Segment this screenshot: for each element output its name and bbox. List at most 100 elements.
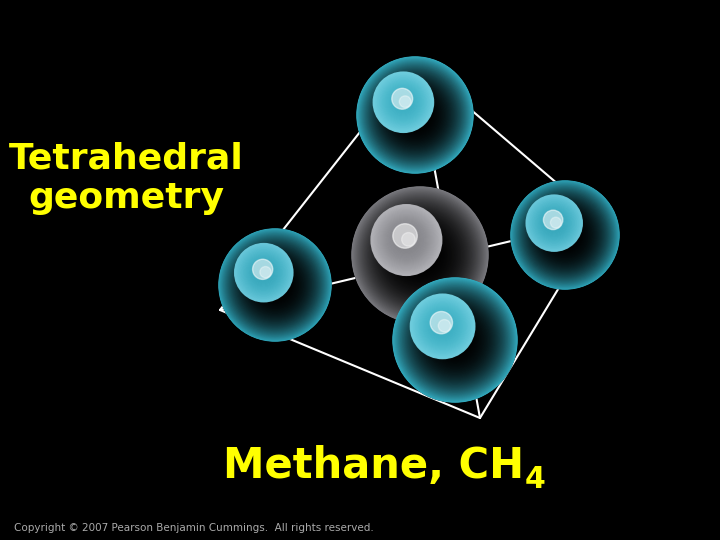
- Circle shape: [221, 231, 329, 339]
- Circle shape: [358, 58, 472, 172]
- Circle shape: [438, 320, 451, 332]
- Circle shape: [523, 192, 608, 278]
- Circle shape: [372, 72, 459, 158]
- Circle shape: [431, 315, 480, 365]
- Circle shape: [446, 331, 464, 349]
- Circle shape: [374, 208, 438, 272]
- Circle shape: [513, 183, 617, 287]
- Circle shape: [531, 201, 599, 269]
- Circle shape: [222, 233, 327, 338]
- Circle shape: [400, 233, 413, 247]
- Circle shape: [531, 200, 577, 246]
- Circle shape: [377, 210, 436, 270]
- Circle shape: [357, 57, 473, 173]
- Circle shape: [241, 252, 309, 319]
- Circle shape: [360, 195, 480, 315]
- Circle shape: [408, 243, 432, 267]
- Circle shape: [546, 215, 562, 232]
- Circle shape: [240, 250, 310, 320]
- Circle shape: [354, 189, 486, 321]
- Circle shape: [393, 224, 418, 248]
- Circle shape: [397, 97, 433, 133]
- Circle shape: [269, 279, 281, 291]
- Circle shape: [536, 205, 595, 265]
- Circle shape: [533, 202, 575, 245]
- Circle shape: [397, 232, 443, 278]
- Circle shape: [423, 307, 462, 346]
- Circle shape: [533, 202, 598, 267]
- Circle shape: [369, 69, 461, 161]
- Circle shape: [233, 242, 318, 327]
- Circle shape: [413, 298, 497, 382]
- Circle shape: [371, 71, 459, 159]
- Circle shape: [536, 205, 572, 241]
- Circle shape: [360, 60, 470, 170]
- Circle shape: [528, 197, 580, 249]
- Circle shape: [352, 187, 488, 323]
- Circle shape: [405, 105, 425, 125]
- Circle shape: [365, 65, 465, 165]
- Circle shape: [230, 240, 320, 330]
- Circle shape: [227, 237, 323, 333]
- Circle shape: [384, 82, 423, 122]
- Circle shape: [361, 195, 480, 314]
- Circle shape: [519, 189, 611, 281]
- Circle shape: [376, 76, 454, 154]
- Circle shape: [248, 259, 301, 311]
- Circle shape: [512, 182, 618, 288]
- Circle shape: [390, 90, 441, 140]
- Circle shape: [376, 211, 464, 299]
- Circle shape: [372, 206, 441, 274]
- Circle shape: [382, 217, 458, 293]
- Circle shape: [404, 289, 506, 391]
- Circle shape: [378, 212, 435, 268]
- Circle shape: [379, 79, 451, 151]
- Circle shape: [544, 213, 564, 233]
- Circle shape: [444, 329, 466, 351]
- Circle shape: [518, 187, 613, 282]
- Circle shape: [449, 334, 462, 346]
- Circle shape: [379, 78, 428, 126]
- Circle shape: [361, 62, 469, 168]
- Circle shape: [363, 198, 477, 312]
- Circle shape: [425, 309, 485, 370]
- Circle shape: [433, 319, 477, 361]
- Circle shape: [380, 215, 459, 295]
- Circle shape: [532, 201, 576, 245]
- Circle shape: [390, 225, 451, 286]
- Circle shape: [547, 217, 583, 253]
- Circle shape: [415, 300, 495, 380]
- Circle shape: [511, 181, 619, 289]
- Text: 4: 4: [524, 465, 545, 495]
- Circle shape: [511, 181, 619, 289]
- Circle shape: [521, 191, 610, 280]
- Circle shape: [219, 229, 331, 341]
- Circle shape: [230, 240, 320, 330]
- Circle shape: [388, 222, 425, 258]
- Circle shape: [392, 92, 438, 138]
- Circle shape: [380, 79, 426, 125]
- Circle shape: [253, 262, 297, 307]
- Circle shape: [530, 200, 600, 270]
- Circle shape: [412, 295, 474, 357]
- Circle shape: [246, 254, 282, 291]
- Text: Methane, CH: Methane, CH: [223, 445, 524, 487]
- Circle shape: [239, 248, 289, 298]
- Circle shape: [257, 267, 293, 303]
- Circle shape: [352, 187, 487, 323]
- Circle shape: [405, 289, 505, 390]
- Circle shape: [393, 278, 517, 402]
- Circle shape: [364, 63, 467, 166]
- Circle shape: [221, 231, 329, 339]
- Circle shape: [225, 235, 325, 335]
- Circle shape: [530, 200, 600, 271]
- Circle shape: [536, 205, 572, 241]
- Circle shape: [376, 76, 454, 154]
- Circle shape: [377, 77, 453, 153]
- Circle shape: [253, 264, 297, 307]
- Circle shape: [529, 199, 600, 271]
- Circle shape: [402, 288, 508, 392]
- Circle shape: [408, 293, 502, 387]
- Circle shape: [395, 230, 446, 280]
- Circle shape: [370, 70, 460, 160]
